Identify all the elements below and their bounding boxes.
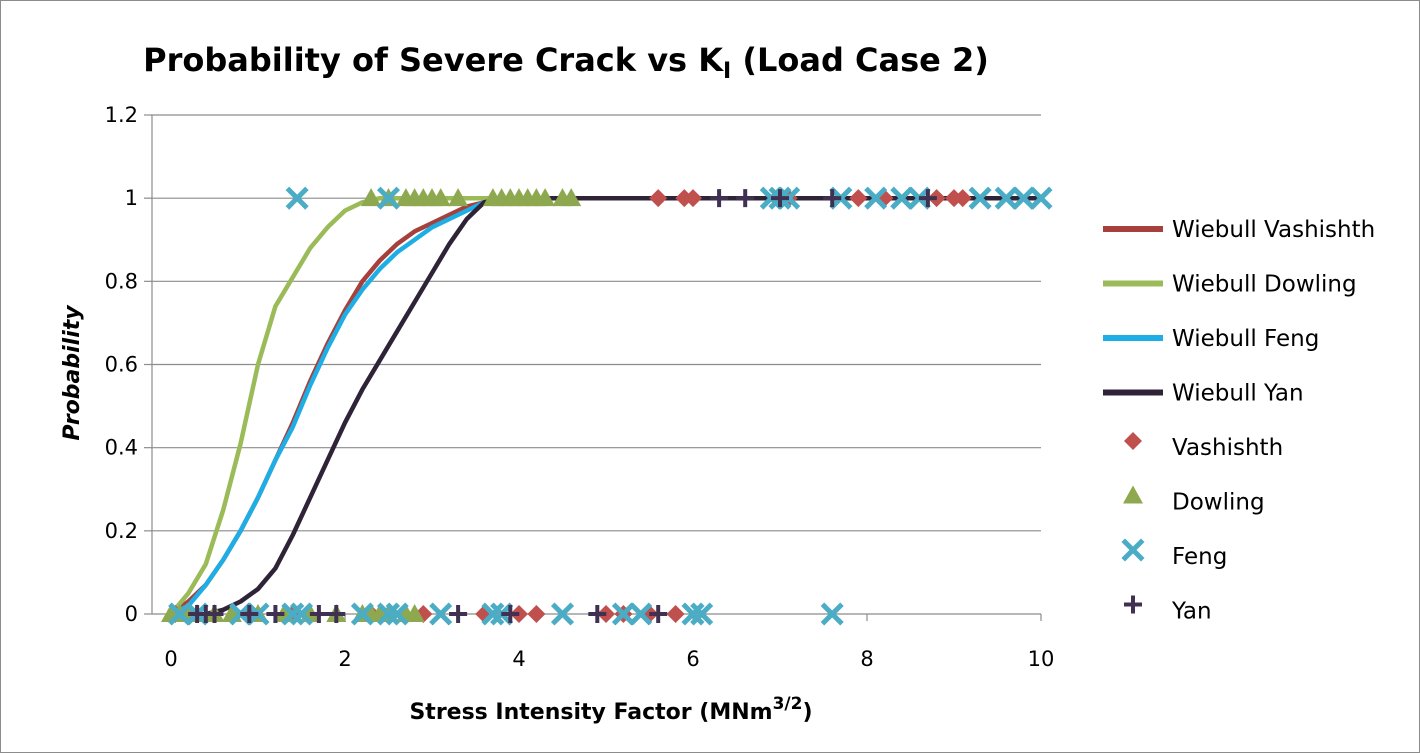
data-point-vashishth xyxy=(849,189,868,208)
legend-item-wiebull-vashishth: Wiebull Vashishth xyxy=(1103,217,1375,243)
data-point-feng xyxy=(289,602,314,626)
y-tick-label: 0.2 xyxy=(105,519,138,543)
data-point-feng xyxy=(864,186,888,210)
x-tick-label: 6 xyxy=(686,647,699,671)
data-point-vashishth xyxy=(666,605,685,623)
legend-label: Dowling xyxy=(1172,490,1265,516)
y-tick-label: 1 xyxy=(125,186,138,210)
x-axis-title-main: Stress Intensity Factor (MNm xyxy=(409,700,772,725)
data-point-yan xyxy=(710,189,729,208)
data-point-feng xyxy=(890,186,914,210)
data-point-yan xyxy=(649,605,668,623)
data-point-yan xyxy=(588,605,607,623)
y-tick-label: 0 xyxy=(125,602,138,626)
x-axis-title: Stress Intensity Factor (MNm3/2) xyxy=(409,694,812,725)
data-point-dowling xyxy=(430,188,451,207)
data-point-yan xyxy=(501,605,520,623)
data-point-dowling xyxy=(361,188,382,207)
data-point-dowling xyxy=(448,188,469,207)
legend-swatch-feng xyxy=(1121,538,1145,562)
legend-label: Feng xyxy=(1172,544,1227,570)
legend-swatch-yan xyxy=(1124,595,1142,614)
x-tick-label: 4 xyxy=(512,647,525,671)
legend-item-dowling: Dowling xyxy=(1123,485,1265,516)
data-point-vashishth xyxy=(684,189,702,208)
x-tick-label: 0 xyxy=(164,647,177,671)
y-tick-label: 0.6 xyxy=(105,353,138,377)
x-tick-label: 2 xyxy=(338,647,351,671)
legend-item-vashishth: Vashishth xyxy=(1124,432,1283,461)
data-point-yan xyxy=(309,605,328,623)
data-point-feng xyxy=(968,186,992,210)
chart-title-main: Probability of Severe Crack vs K xyxy=(143,41,724,79)
x-axis-title-suffix: ) xyxy=(802,700,812,725)
legend-swatch-vashishth xyxy=(1124,432,1142,450)
legend-item-wiebull-yan: Wiebull Yan xyxy=(1103,381,1304,407)
data-point-feng xyxy=(1029,186,1053,210)
grid-layer xyxy=(151,114,1041,532)
data-point-yan xyxy=(449,605,468,623)
data-point-yan xyxy=(918,189,937,208)
data-point-yan xyxy=(823,189,842,208)
series-line-wiebull-dowling xyxy=(168,195,522,617)
data-point-feng xyxy=(429,602,453,626)
series-markers xyxy=(161,186,1053,626)
data-point-feng xyxy=(994,186,1018,210)
data-point-vashishth xyxy=(953,189,972,208)
y-tick-label: 0.4 xyxy=(105,436,138,460)
legend-item-wiebull-dowling: Wiebull Dowling xyxy=(1103,272,1357,298)
series-line-wiebull-feng xyxy=(168,195,522,617)
data-point-feng xyxy=(820,602,844,626)
legend-label: Wiebull Dowling xyxy=(1172,272,1357,298)
legend-swatch-dowling xyxy=(1123,485,1143,504)
chart-title-suffix: (Load Case 2) xyxy=(731,41,989,79)
data-point-feng xyxy=(350,602,374,626)
chart-title-subscript: I xyxy=(723,59,731,84)
data-point-yan xyxy=(266,605,285,623)
data-point-feng xyxy=(168,602,192,626)
data-point-feng xyxy=(690,602,714,626)
data-point-feng xyxy=(285,186,309,210)
data-point-vashishth xyxy=(649,189,668,208)
series-line-wiebull-yan xyxy=(203,195,1044,617)
legend-label: Vashishth xyxy=(1172,435,1283,461)
x-tick-label: 8 xyxy=(860,647,873,671)
y-axis-title: Probability xyxy=(60,304,85,441)
data-point-dowling xyxy=(404,604,425,622)
data-point-feng xyxy=(550,602,575,626)
x-tick-label: 10 xyxy=(1028,647,1055,671)
data-point-dowling xyxy=(561,188,582,207)
legend-label: Yan xyxy=(1171,599,1212,625)
legend-item-feng: Feng xyxy=(1121,538,1227,570)
legend-item-yan: Yan xyxy=(1124,595,1212,625)
legend-item-wiebull-feng: Wiebull Feng xyxy=(1103,326,1319,352)
tick-labels: 0 0.2 0.4 0.6 0.8 1 1.2 0 2 4 6 8 10 xyxy=(105,103,1055,671)
data-point-yan xyxy=(771,189,789,208)
data-point-yan xyxy=(327,605,346,623)
data-point-feng xyxy=(385,602,409,626)
legend: Wiebull Vashishth Wiebull Dowling Wiebull … xyxy=(1103,217,1375,625)
data-point-vashishth xyxy=(527,605,546,623)
data-point-feng xyxy=(1012,186,1036,210)
y-tick-label: 1.2 xyxy=(105,103,138,127)
data-point-feng xyxy=(376,186,401,210)
legend-label: Wiebull Vashishth xyxy=(1172,217,1375,243)
series-lines xyxy=(168,195,1044,617)
data-point-yan xyxy=(205,605,224,623)
data-point-yan xyxy=(736,189,755,208)
data-point-dowling xyxy=(535,188,556,207)
data-point-feng xyxy=(611,602,635,626)
data-point-yan xyxy=(240,605,259,623)
legend-label: Wiebull Yan xyxy=(1172,381,1304,407)
x-axis-title-superscript: 3/2 xyxy=(773,694,803,714)
data-point-feng xyxy=(629,602,653,626)
legend-label: Wiebull Feng xyxy=(1172,326,1319,352)
chart-title: Probability of Severe Crack vs KI (Load … xyxy=(143,41,989,84)
y-tick-label: 0.8 xyxy=(105,269,138,293)
